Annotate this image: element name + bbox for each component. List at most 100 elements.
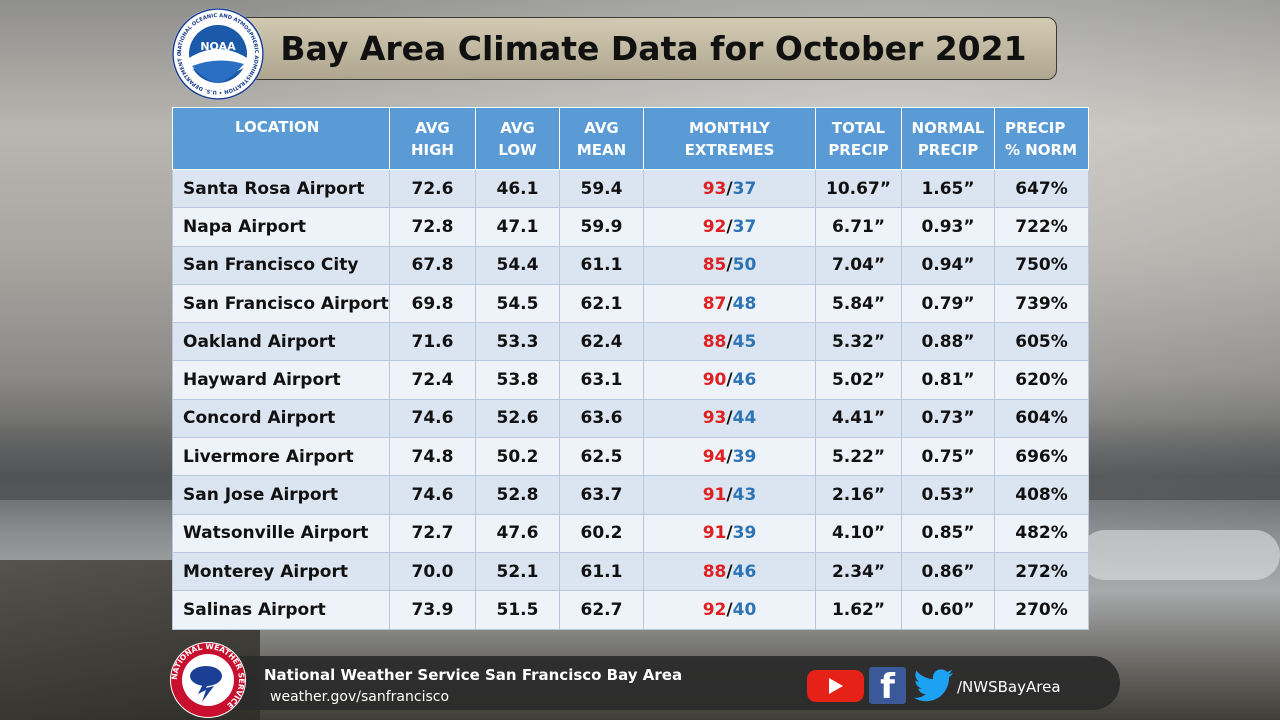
table-row: Hayward Airport 72.4 53.8 63.1 90/46 5.02” 0.8… bbox=[172, 360, 1089, 400]
extreme-separator: / bbox=[726, 216, 733, 237]
footer-url-link[interactable]: weather.gov/sanfrancisco bbox=[270, 689, 450, 705]
extreme-separator: / bbox=[726, 485, 733, 506]
cell-location: Watsonville Airport bbox=[172, 513, 390, 553]
cell-location: Monterey Airport bbox=[172, 551, 390, 592]
climate-table: LOCATION AVG HIGH AVG LOW AVG MEAN MONTHLY E… bbox=[172, 107, 1089, 630]
cell-monthly-extremes: 93/37 bbox=[643, 168, 816, 209]
extreme-low: 44 bbox=[732, 408, 757, 429]
extreme-high: 91 bbox=[702, 485, 727, 506]
cell-normal-precip: 1.65” bbox=[901, 168, 995, 209]
noaa-logo: NATIONAL OCEANIC AND ATMOSPHERIC ADMINIS… bbox=[170, 6, 264, 100]
extreme-low: 37 bbox=[732, 216, 757, 237]
cell-normal-precip: 0.88” bbox=[901, 322, 995, 362]
extreme-low: 37 bbox=[732, 178, 757, 199]
cell-avg-mean: 62.4 bbox=[559, 322, 644, 362]
table-row: Watsonville Airport 72.7 47.6 60.2 91/39 4.10… bbox=[172, 513, 1089, 553]
cell-monthly-extremes: 92/37 bbox=[643, 207, 816, 247]
cell-avg-low: 46.1 bbox=[475, 168, 560, 209]
header-avg-high: AVG HIGH bbox=[389, 107, 476, 170]
extreme-high: 90 bbox=[702, 370, 727, 391]
extreme-high: 91 bbox=[702, 523, 727, 544]
cell-monthly-extremes: 94/39 bbox=[643, 437, 816, 477]
cell-normal-precip: 0.75” bbox=[901, 437, 995, 477]
cell-normal-precip: 0.85” bbox=[901, 513, 995, 553]
cell-total-precip: 5.22” bbox=[815, 437, 902, 477]
cell-precip-percent-norm: 270% bbox=[994, 590, 1089, 630]
header-avg-mean: AVG MEAN bbox=[559, 107, 644, 170]
extreme-separator: / bbox=[726, 561, 733, 582]
cell-total-precip: 2.34” bbox=[815, 551, 902, 592]
cell-avg-mean: 63.1 bbox=[559, 360, 644, 400]
cell-normal-precip: 0.94” bbox=[901, 245, 995, 285]
cell-location: San Francisco City bbox=[172, 245, 390, 285]
background-surf bbox=[1080, 530, 1280, 580]
facebook-icon[interactable]: f bbox=[869, 667, 906, 704]
twitter-icon[interactable] bbox=[914, 668, 954, 704]
cell-total-precip: 7.04” bbox=[815, 245, 902, 285]
cell-monthly-extremes: 85/50 bbox=[643, 245, 816, 285]
extreme-high: 93 bbox=[702, 408, 727, 429]
cell-avg-mean: 59.4 bbox=[559, 168, 644, 209]
header-precip-percent-norm: PRECIP% NORM bbox=[994, 107, 1089, 170]
cell-monthly-extremes: 88/46 bbox=[643, 551, 816, 592]
cell-normal-precip: 0.93” bbox=[901, 207, 995, 247]
social-handle[interactable]: /NWSBayArea bbox=[957, 678, 1061, 696]
header-monthly-extremes: MONTHLY EXTREMES bbox=[643, 107, 816, 170]
table-row: Santa Rosa Airport 72.6 46.1 59.4 93/37 10.67… bbox=[172, 168, 1089, 209]
cell-avg-high: 72.8 bbox=[389, 207, 476, 247]
cell-precip-percent-norm: 482% bbox=[994, 513, 1089, 553]
cell-avg-mean: 62.5 bbox=[559, 437, 644, 477]
cell-total-precip: 10.67” bbox=[815, 168, 902, 209]
cell-normal-precip: 0.73” bbox=[901, 398, 995, 439]
footer-org-name: National Weather Service San Francisco B… bbox=[264, 666, 683, 684]
extreme-high: 92 bbox=[702, 216, 727, 237]
extreme-low: 39 bbox=[732, 446, 757, 467]
cell-avg-high: 72.6 bbox=[389, 168, 476, 209]
extreme-low: 45 bbox=[732, 331, 757, 352]
cell-avg-high: 74.6 bbox=[389, 398, 476, 439]
cell-total-precip: 6.71” bbox=[815, 207, 902, 247]
cell-total-precip: 2.16” bbox=[815, 475, 902, 515]
cell-location: San Francisco Airport bbox=[172, 283, 390, 324]
extreme-separator: / bbox=[726, 446, 733, 467]
cell-avg-mean: 62.1 bbox=[559, 283, 644, 324]
table-row: Salinas Airport 73.9 51.5 62.7 92/40 1.62” 0.6… bbox=[172, 590, 1089, 630]
extreme-separator: / bbox=[726, 293, 733, 314]
cell-avg-low: 47.1 bbox=[475, 207, 560, 247]
cell-avg-high: 69.8 bbox=[389, 283, 476, 324]
cell-precip-percent-norm: 408% bbox=[994, 475, 1089, 515]
cell-avg-mean: 62.7 bbox=[559, 590, 644, 630]
cell-monthly-extremes: 93/44 bbox=[643, 398, 816, 439]
cell-monthly-extremes: 91/43 bbox=[643, 475, 816, 515]
extreme-low: 39 bbox=[732, 523, 757, 544]
cell-avg-low: 53.8 bbox=[475, 360, 560, 400]
extreme-high: 88 bbox=[702, 561, 727, 582]
cell-precip-percent-norm: 604% bbox=[994, 398, 1089, 439]
cell-avg-low: 50.2 bbox=[475, 437, 560, 477]
extreme-separator: / bbox=[726, 599, 733, 620]
cell-precip-percent-norm: 620% bbox=[994, 360, 1089, 400]
cell-avg-low: 51.5 bbox=[475, 590, 560, 630]
extreme-high: 88 bbox=[702, 331, 727, 352]
cell-avg-high: 72.4 bbox=[389, 360, 476, 400]
cell-total-precip: 1.62” bbox=[815, 590, 902, 630]
page-title: Bay Area Climate Data for October 2021 bbox=[280, 29, 1027, 68]
cell-avg-high: 74.8 bbox=[389, 437, 476, 477]
cell-avg-low: 52.6 bbox=[475, 398, 560, 439]
table-row: San Jose Airport 74.6 52.8 63.7 91/43 2.16” 0.… bbox=[172, 475, 1089, 515]
table-row: Livermore Airport 74.8 50.2 62.5 94/39 5.22” 0… bbox=[172, 437, 1089, 477]
extreme-high: 92 bbox=[702, 599, 727, 620]
cell-normal-precip: 0.86” bbox=[901, 551, 995, 592]
cell-avg-high: 73.9 bbox=[389, 590, 476, 630]
cell-avg-low: 47.6 bbox=[475, 513, 560, 553]
extreme-high: 94 bbox=[702, 446, 727, 467]
cell-avg-mean: 60.2 bbox=[559, 513, 644, 553]
header-avg-low: AVG LOW bbox=[475, 107, 560, 170]
extreme-low: 46 bbox=[732, 561, 757, 582]
cell-avg-mean: 59.9 bbox=[559, 207, 644, 247]
table-row: Oakland Airport 71.6 53.3 62.4 88/45 5.32” 0.8… bbox=[172, 322, 1089, 362]
header-total-precip: TOTAL PRECIP bbox=[815, 107, 902, 170]
title-bar: Bay Area Climate Data for October 2021 bbox=[232, 17, 1057, 80]
cell-avg-mean: 61.1 bbox=[559, 551, 644, 592]
table-row: Monterey Airport 70.0 52.1 61.1 88/46 2.34” 0.… bbox=[172, 551, 1089, 592]
